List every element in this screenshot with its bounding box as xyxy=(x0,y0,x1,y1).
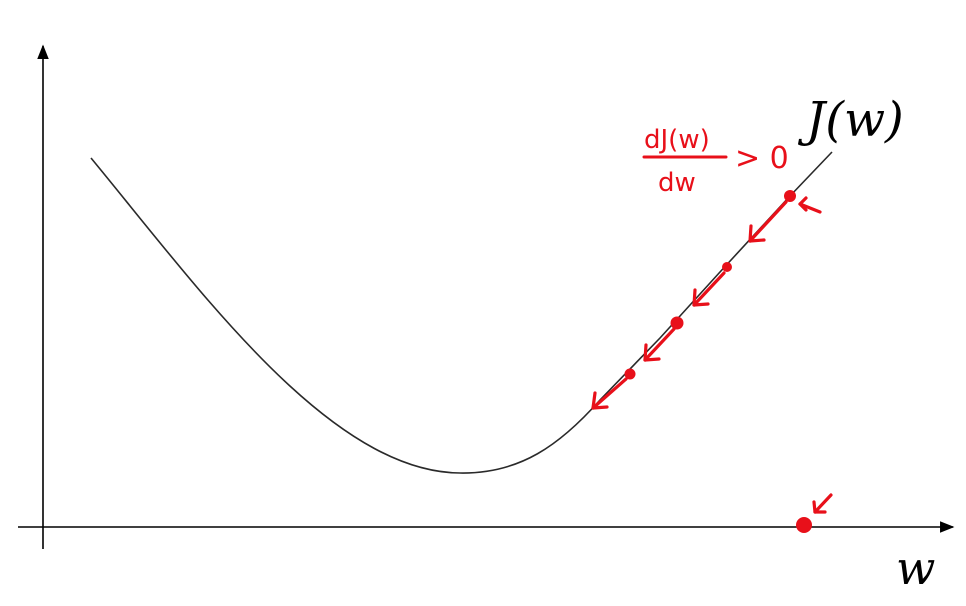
cost-curve xyxy=(90,151,833,474)
derivative-denominator: dw xyxy=(658,168,696,198)
arrowhead xyxy=(692,288,710,307)
step-point xyxy=(722,262,732,272)
x-axis-label: w xyxy=(896,541,935,595)
pointer-arrow xyxy=(813,493,833,514)
step-arrow xyxy=(692,271,726,307)
step-arrow xyxy=(591,377,628,410)
descent-steps xyxy=(591,196,833,514)
step-points xyxy=(624,190,812,533)
arrowhead xyxy=(591,391,609,410)
derivative-annotation: dJ(w) dw > 0 xyxy=(642,125,789,198)
arrowhead xyxy=(748,224,766,243)
greater-than-zero: > 0 xyxy=(735,141,789,176)
step-arrow xyxy=(748,200,788,243)
arrowhead xyxy=(643,343,661,362)
arrowhead xyxy=(798,196,808,212)
arrowhead xyxy=(812,500,827,514)
step-arrow xyxy=(643,327,676,362)
derivative-numerator: dJ(w) xyxy=(644,125,710,155)
step-point xyxy=(784,190,796,202)
w-position-point xyxy=(796,517,812,533)
curve-label: J(w) xyxy=(797,92,904,148)
step-point xyxy=(670,316,684,330)
step-point xyxy=(624,368,636,380)
